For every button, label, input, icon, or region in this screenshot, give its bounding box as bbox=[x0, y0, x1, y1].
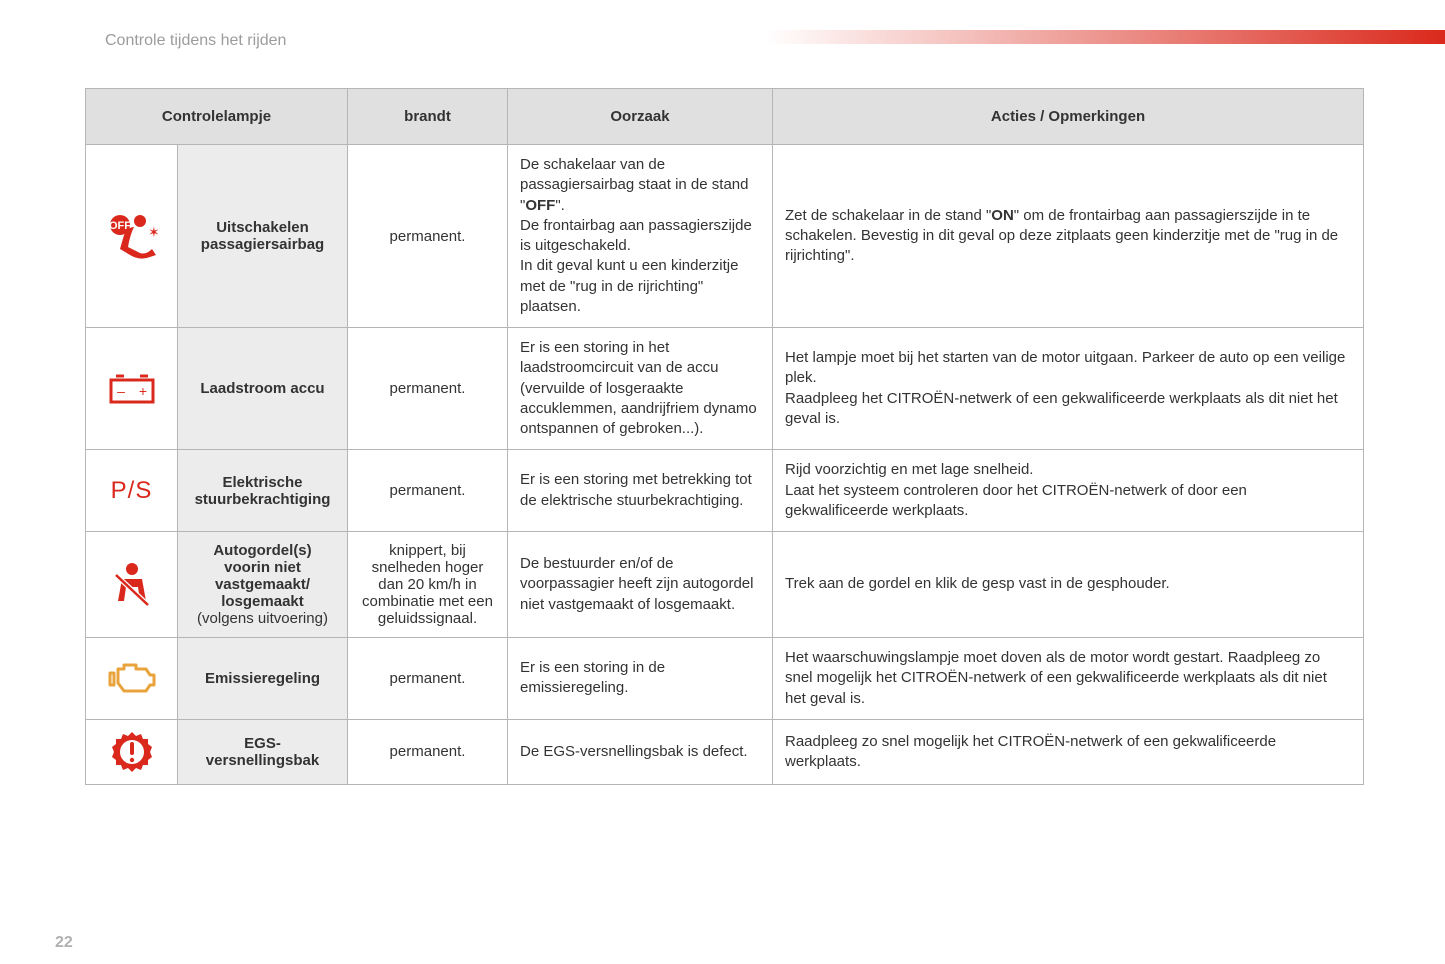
lamp-icon-cell bbox=[86, 638, 178, 720]
lamp-state-cell: permanent. bbox=[348, 719, 508, 784]
lamp-state-cell: permanent. bbox=[348, 638, 508, 720]
header-gradient-bar bbox=[765, 30, 1445, 44]
col-header-action: Acties / Opmerkingen bbox=[773, 89, 1364, 145]
table-row: – + Laadstroom accupermanent.Er is een s… bbox=[86, 328, 1364, 450]
lamp-name-cell: Elektrische stuurbekrachtiging bbox=[178, 450, 348, 532]
table-row: EGS-versnellingsbakpermanent.De EGS-vers… bbox=[86, 719, 1364, 784]
svg-text:OFF: OFF bbox=[109, 220, 131, 232]
airbag-off-icon: OFF ✶ bbox=[106, 213, 158, 259]
battery-icon: – + bbox=[108, 372, 156, 406]
lamp-icon-cell: OFF ✶ bbox=[86, 145, 178, 328]
svg-text:✶: ✶ bbox=[148, 224, 158, 240]
page-number: 22 bbox=[55, 934, 73, 952]
lamp-icon-cell: – + bbox=[86, 328, 178, 450]
lamp-state-cell: permanent. bbox=[348, 145, 508, 328]
lamp-cause-cell: De bestuurder en/of de voorpassagier hee… bbox=[508, 532, 773, 638]
table-row: OFF ✶ Uitschakelen passagiersairbagperma… bbox=[86, 145, 1364, 328]
lamp-cause-cell: De schakelaar van de passagiersairbag st… bbox=[508, 145, 773, 328]
table-row: Emissieregelingpermanent.Er is een stori… bbox=[86, 638, 1364, 720]
lamp-state-cell: permanent. bbox=[348, 450, 508, 532]
lamp-name-cell: Emissieregeling bbox=[178, 638, 348, 720]
svg-text:–: – bbox=[117, 383, 125, 399]
lamp-cause-cell: Er is een storing met betrekking tot de … bbox=[508, 450, 773, 532]
table-header-row: Controlelampje brandt Oorzaak Acties / O… bbox=[86, 89, 1364, 145]
lamp-name-cell: Laadstroom accu bbox=[178, 328, 348, 450]
engine-icon bbox=[106, 659, 158, 697]
col-header-lamp: Controlelampje bbox=[86, 89, 348, 145]
lamp-cause-cell: Er is een storing in de emissieregeling. bbox=[508, 638, 773, 720]
seatbelt-icon bbox=[112, 561, 152, 609]
lamp-icon-cell bbox=[86, 532, 178, 638]
svg-text:+: + bbox=[138, 383, 146, 399]
col-header-state: brandt bbox=[348, 89, 508, 145]
lamp-icon-cell: P/S bbox=[86, 450, 178, 532]
table-row: Autogordel(s) voorin niet vastgemaakt/lo… bbox=[86, 532, 1364, 638]
lamp-icon-cell bbox=[86, 719, 178, 784]
lamp-action-cell: Trek aan de gordel en klik de gesp vast … bbox=[773, 532, 1364, 638]
lamp-state-cell: knippert, bij snelheden hoger dan 20 km/… bbox=[348, 532, 508, 638]
lamp-name-cell: Uitschakelen passagiersairbag bbox=[178, 145, 348, 328]
lamp-action-cell: Het waarschuwingslampje moet doven als d… bbox=[773, 638, 1364, 720]
lamp-action-cell: Zet de schakelaar in de stand "ON" om de… bbox=[773, 145, 1364, 328]
power-steering-icon: P/S bbox=[111, 477, 153, 504]
lamp-name-cell: EGS-versnellingsbak bbox=[178, 719, 348, 784]
lamp-name-cell: Autogordel(s) voorin niet vastgemaakt/lo… bbox=[178, 532, 348, 638]
col-header-cause: Oorzaak bbox=[508, 89, 773, 145]
lamp-action-cell: Het lampje moet bij het starten van de m… bbox=[773, 328, 1364, 450]
lamp-action-cell: Raadpleeg zo snel mogelijk het CITROËN-n… bbox=[773, 719, 1364, 784]
lamp-state-cell: permanent. bbox=[348, 328, 508, 450]
table-row: P/S Elektrische stuurbekrachtigingperman… bbox=[86, 450, 1364, 532]
warning-lamps-table: Controlelampje brandt Oorzaak Acties / O… bbox=[85, 88, 1364, 785]
lamp-action-cell: Rijd voorzichtig en met lage snelheid.La… bbox=[773, 450, 1364, 532]
gearbox-fault-icon bbox=[110, 730, 154, 774]
lamp-cause-cell: De EGS-versnellingsbak is defect. bbox=[508, 719, 773, 784]
lamp-cause-cell: Er is een storing in het laadstroomcircu… bbox=[508, 328, 773, 450]
section-title: Controle tijdens het rijden bbox=[105, 32, 286, 50]
